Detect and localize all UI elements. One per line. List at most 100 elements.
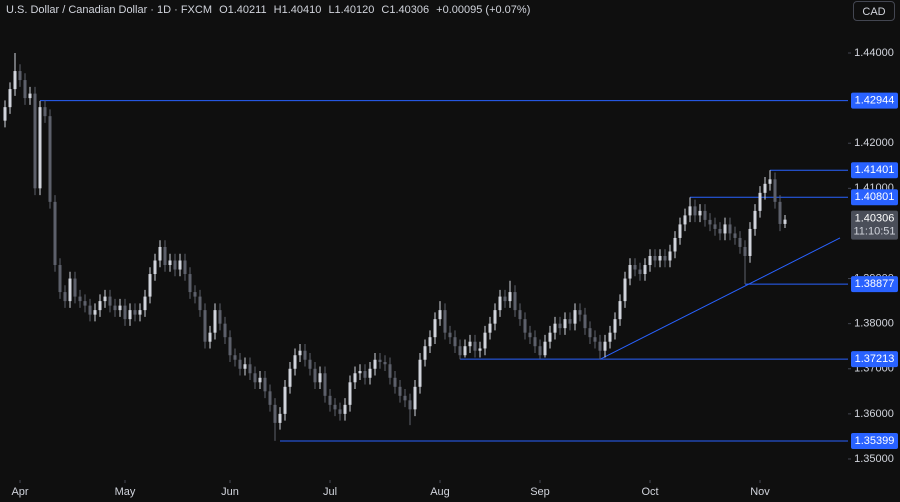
last-price-box bbox=[851, 210, 898, 240]
candle-body bbox=[408, 400, 412, 410]
candle-body bbox=[118, 305, 122, 311]
candle-body bbox=[173, 260, 177, 270]
candle-body bbox=[348, 382, 352, 405]
candle-body bbox=[388, 364, 392, 378]
candle-body bbox=[568, 319, 572, 324]
x-tick-label: Sep bbox=[530, 486, 550, 498]
candle-body bbox=[683, 215, 687, 225]
candle-body bbox=[338, 409, 342, 414]
candle-body bbox=[448, 332, 452, 338]
candle-body bbox=[3, 107, 7, 121]
candle-body bbox=[263, 377, 267, 392]
candle-body bbox=[383, 361, 387, 365]
candle-body bbox=[743, 246, 747, 256]
ohlc-value: H1.40410 bbox=[273, 4, 322, 16]
candle-body bbox=[198, 296, 202, 311]
candle-body bbox=[78, 296, 82, 302]
x-tick-label: Apr bbox=[11, 486, 28, 498]
candle-body bbox=[623, 278, 627, 302]
candle-body bbox=[38, 107, 42, 189]
y-tick-label: 1.35000 bbox=[854, 453, 894, 465]
candle-body bbox=[123, 305, 127, 320]
candle-body bbox=[343, 404, 347, 414]
candle-body bbox=[758, 192, 762, 211]
level-label-box bbox=[851, 351, 898, 368]
level-label-box bbox=[851, 162, 898, 179]
candle-body bbox=[778, 201, 782, 224]
candle-body bbox=[208, 332, 212, 342]
ohlc-value: L1.40120 bbox=[328, 4, 375, 16]
level-label: 1.38877 bbox=[855, 278, 895, 290]
candle-body bbox=[168, 260, 172, 266]
candle-body bbox=[533, 337, 537, 347]
candle-body bbox=[368, 368, 372, 378]
candle-body bbox=[113, 305, 117, 311]
candle-body bbox=[528, 332, 532, 338]
y-tick-label: 1.36000 bbox=[854, 408, 894, 420]
last-price-label: 1.40306 bbox=[855, 213, 895, 225]
level-label: 1.37213 bbox=[855, 353, 895, 365]
candle-body bbox=[578, 310, 582, 315]
candle-body bbox=[493, 310, 497, 324]
candle-body bbox=[178, 260, 182, 270]
candle-body bbox=[228, 337, 232, 356]
candle-body bbox=[143, 296, 147, 311]
candle-body bbox=[43, 107, 47, 117]
candle-body bbox=[658, 255, 662, 261]
candle-body bbox=[483, 332, 487, 349]
candle-body bbox=[83, 301, 87, 306]
candle-body bbox=[293, 355, 297, 369]
candle-body bbox=[243, 364, 247, 369]
candle-body bbox=[688, 206, 692, 216]
candle-body bbox=[248, 364, 252, 374]
currency-button[interactable]: CAD bbox=[853, 1, 895, 21]
candle-body bbox=[103, 296, 107, 302]
header: U.S. Dollar / Canadian Dollar · 1D · FXC… bbox=[6, 4, 534, 16]
candle-body bbox=[133, 310, 137, 315]
candle-body bbox=[653, 255, 657, 261]
candle-body bbox=[373, 359, 377, 369]
candle-body bbox=[583, 314, 587, 329]
candle-body bbox=[378, 359, 382, 362]
candle-body bbox=[28, 93, 32, 99]
candle-body bbox=[328, 395, 332, 405]
candle-body bbox=[193, 292, 197, 297]
change-value: +0.00095 (+0.07%) bbox=[436, 4, 531, 16]
candle-body bbox=[773, 179, 777, 202]
candle-body bbox=[188, 274, 192, 293]
candle-body bbox=[613, 319, 617, 333]
candle-body bbox=[718, 228, 722, 234]
candle-body bbox=[53, 201, 57, 266]
candle-body bbox=[453, 337, 457, 347]
candle-body bbox=[503, 296, 507, 302]
candle-body bbox=[438, 310, 442, 320]
y-tick-label: 1.42000 bbox=[854, 137, 894, 149]
candle-body bbox=[693, 206, 697, 216]
candle-body bbox=[738, 237, 742, 247]
candle-body bbox=[618, 301, 622, 320]
candle-body bbox=[733, 233, 737, 238]
candle-body bbox=[703, 210, 707, 220]
x-tick-label: Aug bbox=[430, 486, 450, 498]
candle-body bbox=[58, 265, 62, 293]
level-label-box bbox=[851, 92, 898, 109]
candle-body bbox=[298, 350, 302, 356]
candle-body bbox=[478, 348, 482, 351]
candle-body bbox=[223, 323, 227, 338]
candle-body bbox=[593, 337, 597, 342]
candle-body bbox=[288, 368, 292, 387]
candle-body bbox=[233, 355, 237, 360]
level-label: 1.35399 bbox=[855, 435, 895, 447]
candle-body bbox=[598, 341, 602, 351]
candle-body bbox=[358, 371, 362, 374]
candle-body bbox=[423, 346, 427, 360]
candle-body bbox=[458, 346, 462, 356]
candle-body bbox=[308, 359, 312, 369]
candle-body bbox=[663, 255, 667, 261]
candle-body bbox=[33, 93, 37, 189]
candle-body bbox=[763, 183, 767, 193]
y-tick-label: 1.38000 bbox=[854, 318, 894, 330]
candle-body bbox=[23, 80, 27, 99]
candle-body bbox=[508, 292, 512, 302]
candle-body bbox=[628, 265, 632, 279]
